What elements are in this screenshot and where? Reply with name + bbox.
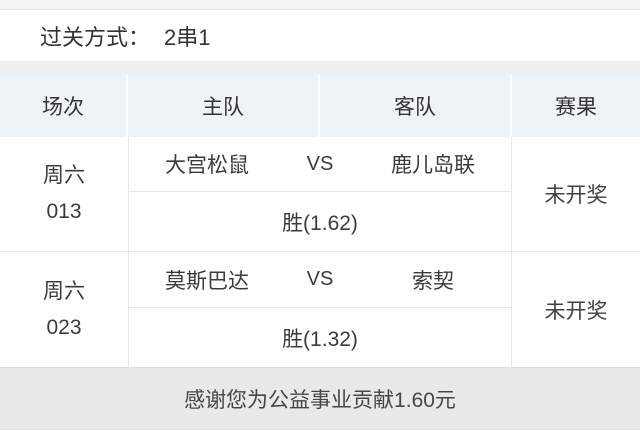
vs-label: VS [306, 152, 334, 175]
table-header-row: 场次 主队 客队 赛果 [0, 75, 640, 137]
match-detail-cell: 莫斯巴达 VS 索契 胜(1.32) [128, 252, 512, 367]
match-number: 023 [46, 315, 82, 339]
parlay-mode-value: 2串1 [164, 24, 211, 50]
result-status: 未开奖 [544, 299, 608, 323]
home-team-name: 莫斯巴达 [165, 269, 249, 293]
vs-label: VS [306, 268, 334, 290]
match-day: 周六 [43, 279, 85, 303]
home-team-name: 大宫松鼠 [165, 154, 249, 177]
away-team-name: 鹿儿岛联 [391, 154, 475, 177]
match-detail-cell: 大宫松鼠 VS 鹿儿岛联 胜(1.62) [128, 137, 512, 251]
column-header-match-no: 场次 [0, 75, 128, 137]
bet-table: 场次 主队 客队 赛果 周六 013 大宫松鼠 VS 鹿儿岛联 胜(1.62) … [0, 75, 640, 367]
match-number-cell: 周六 013 [0, 137, 128, 251]
match-day: 周六 [43, 164, 85, 187]
match-number-cell: 周六 023 [0, 252, 128, 367]
column-header-away-team: 客队 [320, 75, 512, 137]
bet-pick-odds: 胜(1.32) [282, 327, 358, 351]
charity-message: 感谢您为公益事业贡献1.60元 [184, 389, 456, 412]
teams-line: 莫斯巴达 VS 索契 [129, 252, 511, 308]
table-row: 周六 023 莫斯巴达 VS 索契 胜(1.32) 未开奖 [0, 251, 640, 367]
charity-footer: 感谢您为公益事业贡献1.60元 [0, 367, 640, 430]
away-team-name: 索契 [412, 269, 454, 293]
result-status: 未开奖 [544, 184, 608, 207]
bet-pick-odds: 胜(1.62) [282, 211, 358, 235]
match-number: 013 [46, 200, 82, 223]
teams-line: 大宫松鼠 VS 鹿儿岛联 [129, 137, 511, 192]
table-row: 周六 013 大宫松鼠 VS 鹿儿岛联 胜(1.62) 未开奖 [0, 137, 640, 251]
column-header-home-team: 主队 [128, 75, 320, 137]
parlay-mode-row: 过关方式： 2串1 [0, 10, 640, 61]
parlay-mode-label: 过关方式： [40, 24, 151, 50]
section-divider [0, 61, 640, 75]
column-header-result: 赛果 [555, 96, 597, 119]
status-bar-strip [0, 0, 640, 10]
